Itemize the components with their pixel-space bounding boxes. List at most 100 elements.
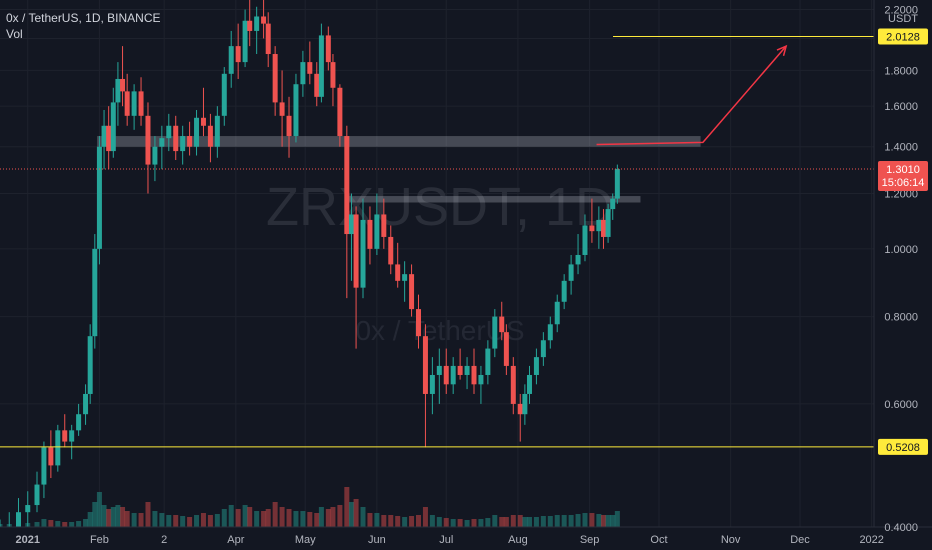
resistance-zone	[97, 136, 701, 147]
volume-bar	[503, 517, 509, 527]
candle-body	[492, 316, 498, 349]
volume-bar	[187, 517, 193, 527]
candle-body	[254, 16, 260, 31]
volume-bar	[0, 524, 3, 527]
candle-body	[228, 46, 234, 74]
candle-body	[450, 365, 456, 385]
support-price-tag-text: 0.5208	[886, 442, 920, 454]
candle-body	[48, 447, 54, 466]
time-tick-label: Dec	[790, 534, 810, 546]
volume-bar	[614, 511, 620, 527]
candle-body	[214, 115, 220, 147]
volume-bar	[409, 516, 415, 527]
volume-bar	[464, 520, 470, 527]
price-tick-label: 1.4000	[884, 142, 918, 154]
volume-bar	[318, 507, 324, 527]
candle-body	[478, 374, 484, 385]
volume-bar	[41, 519, 47, 527]
volume-bar	[265, 509, 271, 527]
volume-bar	[353, 499, 359, 527]
volume-bar	[344, 487, 350, 527]
volume-bar	[138, 513, 144, 527]
candle-body	[614, 168, 620, 199]
price-tick-label: 2.2000	[884, 5, 918, 17]
horizontal-lines	[0, 36, 874, 448]
candle-body	[62, 430, 68, 442]
candle-body	[471, 365, 477, 385]
candle-body	[600, 219, 606, 237]
time-tick-label: 2022	[859, 534, 883, 546]
grid-lines	[0, 0, 874, 528]
volume-indicator-label[interactable]: Vol	[6, 27, 23, 41]
volume-bar	[159, 513, 165, 527]
candle-body	[87, 336, 93, 394]
volume-bar	[436, 517, 442, 527]
volume-bar	[388, 515, 394, 527]
candle-body	[247, 20, 253, 31]
candle-body	[25, 505, 31, 513]
volume-bar	[254, 511, 260, 527]
candle-body	[503, 332, 509, 366]
volume-bar	[450, 519, 456, 527]
candle-body	[106, 125, 112, 152]
volume-bar	[367, 513, 373, 527]
time-tick-label: Aug	[508, 534, 528, 546]
candle-body	[457, 365, 463, 375]
candle-body	[485, 348, 491, 375]
volume-bar	[55, 521, 61, 527]
time-tick-label: 2	[161, 534, 167, 546]
candle-body	[422, 336, 428, 394]
price-zones	[97, 136, 701, 203]
candle-body	[265, 23, 271, 55]
candle-body	[120, 78, 126, 92]
candle-body	[152, 146, 158, 165]
volume-bar	[115, 505, 121, 527]
candle-body	[409, 274, 415, 310]
price-tick-label: 1.2000	[884, 189, 918, 201]
candle-body	[272, 54, 278, 103]
volume-bar	[589, 513, 595, 527]
price-tick-label: 1.6000	[884, 101, 918, 113]
volume-bar	[242, 505, 248, 527]
volume-bar	[87, 512, 93, 527]
volume-bar	[110, 507, 116, 527]
volume-bar	[485, 518, 491, 527]
candle-body	[279, 102, 285, 116]
volume-bar	[443, 518, 449, 527]
candle-body	[187, 136, 193, 147]
volume-bar	[214, 514, 220, 527]
candle-body	[429, 374, 435, 394]
candle-body	[325, 35, 331, 63]
time-tick-label: Feb	[90, 534, 109, 546]
volume-bar	[152, 511, 158, 527]
candle-body	[96, 146, 102, 249]
candle-body	[367, 219, 373, 249]
symbol-title[interactable]: 0x / TetherUS, 1D, BINANCE	[6, 11, 161, 25]
candle-body	[605, 209, 611, 237]
candle-body	[330, 62, 336, 88]
volume-bar	[166, 515, 172, 527]
candle-body	[443, 365, 449, 385]
volume-bar	[96, 492, 102, 527]
candle-body	[510, 365, 516, 404]
time-axis[interactable]: 2021 Feb 2 Apr May Jun Jul Aug Sep Oct Nov Dec 2022	[16, 534, 884, 546]
volume-bar	[533, 517, 539, 527]
candle-body	[337, 87, 343, 137]
arrow-head	[776, 44, 788, 56]
volume-bar	[575, 514, 581, 527]
time-tick-label: May	[295, 534, 316, 546]
time-tick-label: Jun	[368, 534, 386, 546]
volume-bar	[547, 516, 553, 527]
volume-bar	[76, 521, 82, 527]
resistance-zone	[349, 196, 641, 203]
candle-body	[173, 125, 179, 152]
candle-body	[235, 46, 241, 63]
target-price-tag-text: 2.0128	[886, 32, 920, 44]
price-tick-label: 1.8000	[884, 65, 918, 77]
volume-bar	[48, 520, 54, 527]
current-price-tag-text: 1.3010	[886, 164, 920, 176]
volume-bar	[374, 513, 380, 527]
candle-body	[402, 274, 408, 281]
candle-body	[348, 214, 354, 235]
